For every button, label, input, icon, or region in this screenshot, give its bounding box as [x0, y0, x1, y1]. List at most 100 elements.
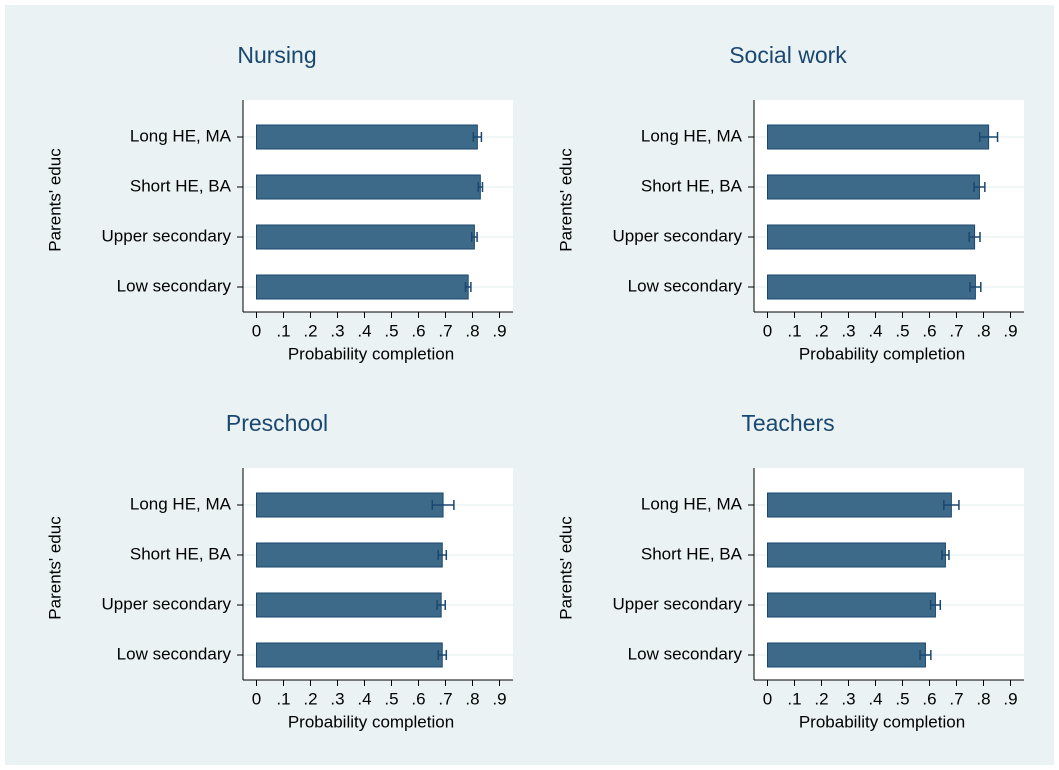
error-bar	[470, 232, 478, 242]
y-axis-label: Parents' educ	[556, 516, 575, 620]
y-axis-label: Parents' educ	[556, 148, 575, 252]
panel-title: Teachers	[741, 410, 834, 436]
panel-title: Social work	[729, 42, 847, 68]
bar	[256, 274, 469, 300]
error-bar	[472, 132, 483, 142]
bar	[256, 642, 443, 668]
y-tick-label: Long HE, MA	[641, 494, 743, 513]
y-axis-label: Parents' educ	[45, 516, 64, 620]
y-tick-label: Long HE, MA	[130, 494, 232, 513]
y-tick-label: Low secondary	[117, 276, 232, 295]
x-tick-label: .2	[814, 321, 828, 340]
bar	[767, 492, 952, 518]
x-axis-label: Probability completion	[288, 712, 454, 731]
x-tick-label: .4	[868, 689, 882, 708]
x-tick-label: .3	[841, 689, 855, 708]
bar	[256, 492, 444, 518]
x-tick-label: .6	[922, 689, 936, 708]
bar	[256, 124, 478, 150]
x-tick-label: .8	[976, 689, 990, 708]
error-bar	[978, 132, 999, 142]
x-tick-label: .1	[787, 321, 801, 340]
x-tick-label: .5	[895, 689, 909, 708]
error-bar	[973, 182, 986, 192]
bar	[256, 592, 442, 618]
bar	[256, 542, 443, 568]
y-axis-label: Parents' educ	[45, 148, 64, 252]
y-tick-label: Low secondary	[628, 644, 743, 663]
x-tick-label: .3	[841, 321, 855, 340]
error-bar	[437, 650, 448, 660]
x-tick-label: .5	[384, 689, 398, 708]
error-bar	[968, 232, 981, 242]
x-tick-label: 0	[763, 321, 772, 340]
error-bar	[464, 282, 472, 292]
y-tick-label: Upper secondary	[102, 594, 232, 613]
y-tick-label: Low secondary	[117, 644, 232, 663]
y-tick-label: Upper secondary	[613, 594, 743, 613]
bar	[256, 224, 475, 250]
x-tick-label: .1	[787, 689, 801, 708]
x-tick-label: .7	[438, 689, 452, 708]
x-tick-label: .9	[492, 321, 506, 340]
x-tick-label: .3	[330, 689, 344, 708]
x-axis-label: Probability completion	[288, 344, 454, 363]
bar	[256, 174, 481, 200]
error-bar	[477, 182, 484, 192]
error-bar	[929, 600, 942, 610]
x-tick-label: .8	[976, 321, 990, 340]
bar	[767, 174, 980, 200]
x-tick-label: .7	[949, 689, 963, 708]
x-tick-label: .6	[411, 689, 425, 708]
x-tick-label: .2	[303, 689, 317, 708]
x-tick-label: .7	[438, 321, 452, 340]
panel-title: Preschool	[226, 410, 328, 436]
error-bar	[941, 550, 950, 560]
panel-title: Nursing	[237, 42, 316, 68]
x-tick-label: .8	[465, 321, 479, 340]
x-tick-label: .6	[411, 321, 425, 340]
y-tick-label: Upper secondary	[102, 226, 232, 245]
error-bar	[431, 500, 455, 510]
x-tick-label: .5	[384, 321, 398, 340]
x-tick-label: .4	[868, 321, 882, 340]
y-tick-label: Long HE, MA	[130, 126, 232, 145]
y-tick-label: Long HE, MA	[641, 126, 743, 145]
y-tick-label: Short HE, BA	[641, 176, 743, 195]
x-tick-label: .5	[895, 321, 909, 340]
y-tick-label: Short HE, BA	[641, 544, 743, 563]
x-tick-label: 0	[252, 689, 261, 708]
bar	[767, 592, 936, 618]
x-tick-label: .1	[276, 321, 290, 340]
y-tick-label: Short HE, BA	[130, 544, 232, 563]
x-tick-label: .1	[276, 689, 290, 708]
x-tick-label: .7	[949, 321, 963, 340]
x-tick-label: .9	[1003, 689, 1017, 708]
error-bar	[437, 550, 448, 560]
y-tick-label: Low secondary	[628, 276, 743, 295]
x-tick-label: .9	[1003, 321, 1017, 340]
x-tick-label: .8	[465, 689, 479, 708]
error-bar	[943, 500, 960, 510]
bar	[767, 224, 976, 250]
x-tick-label: .2	[303, 321, 317, 340]
y-tick-label: Upper secondary	[613, 226, 743, 245]
x-tick-label: .4	[357, 689, 371, 708]
error-bar	[919, 650, 932, 660]
bar	[767, 124, 990, 150]
x-tick-label: 0	[763, 689, 772, 708]
x-axis-label: Probability completion	[799, 712, 965, 731]
bar	[767, 274, 976, 300]
bar	[767, 642, 926, 668]
x-axis-label: Probability completion	[799, 344, 965, 363]
x-tick-label: .9	[492, 689, 506, 708]
y-tick-label: Short HE, BA	[130, 176, 232, 195]
x-tick-label: .4	[357, 321, 371, 340]
error-bar	[436, 600, 446, 610]
error-bar	[969, 282, 982, 292]
x-tick-label: 0	[252, 321, 261, 340]
x-tick-label: .2	[814, 689, 828, 708]
bar	[767, 542, 946, 568]
x-tick-label: .3	[330, 321, 344, 340]
